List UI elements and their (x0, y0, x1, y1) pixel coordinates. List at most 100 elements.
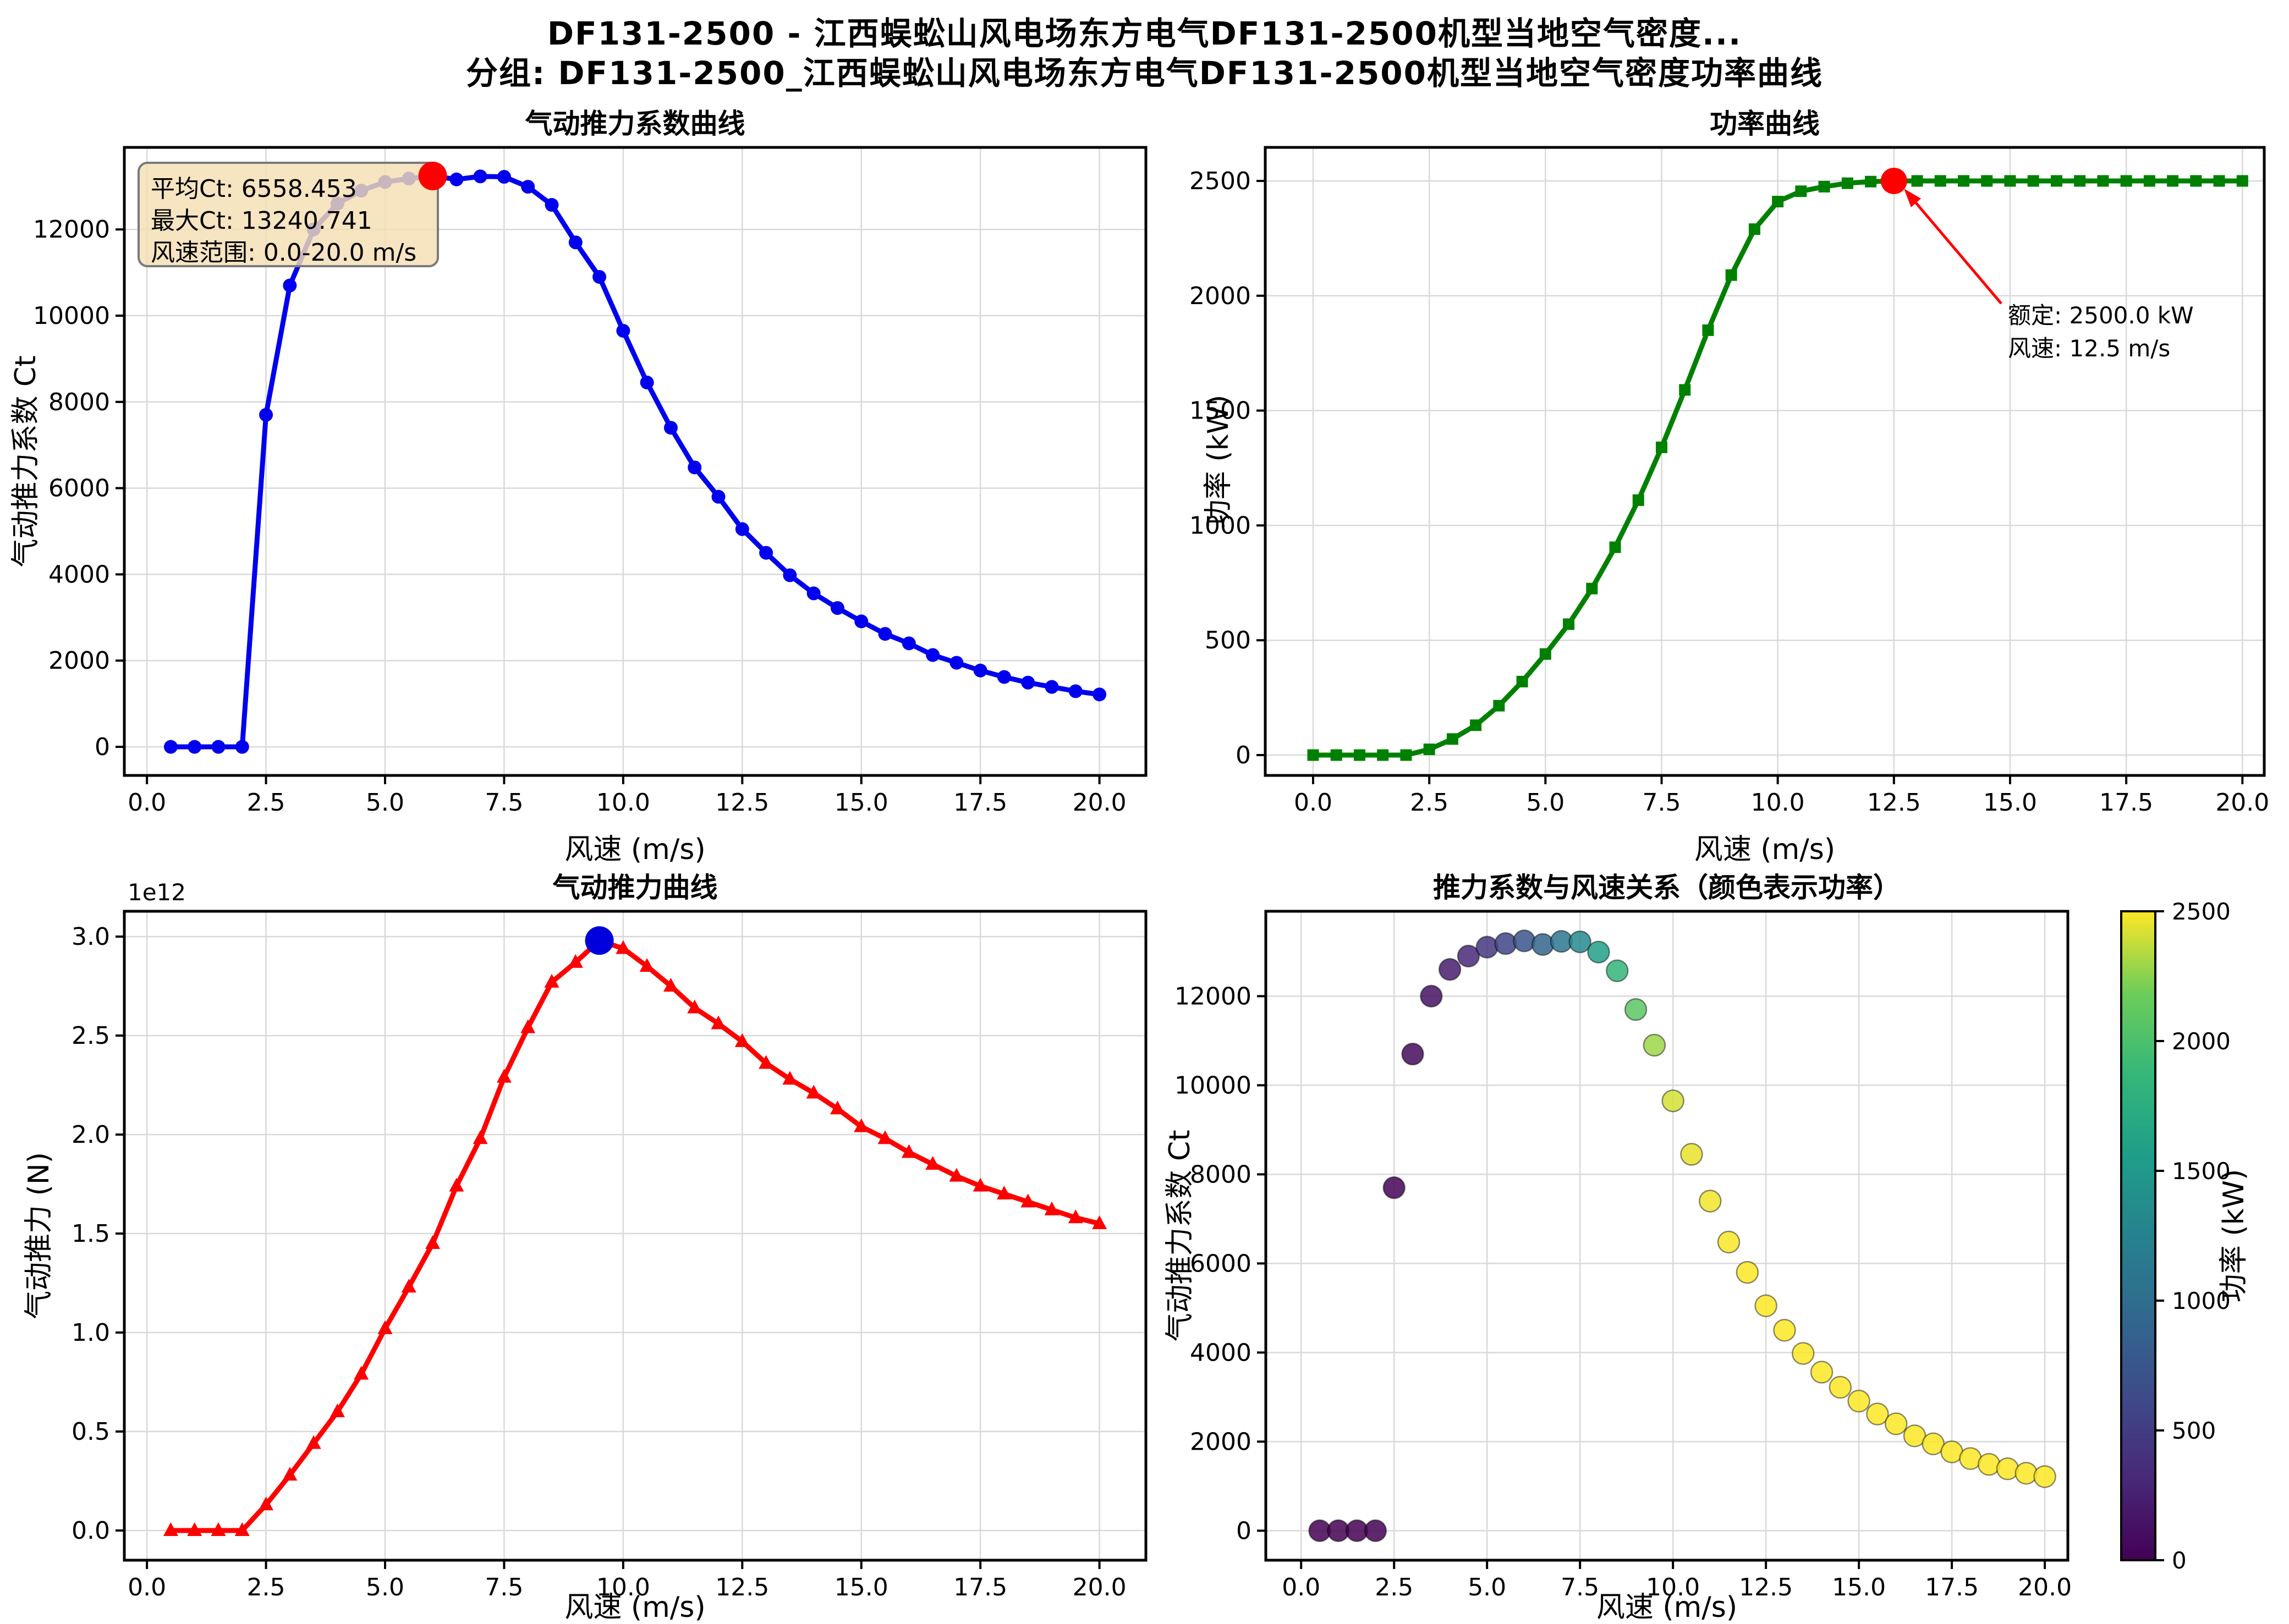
ticks-group: 0.0 2.5 5.0 7.5 10.0 12.5 15.0 17.5 20.0 0 2000 400… (33, 216, 1127, 817)
data-point-marker (616, 940, 631, 954)
data-point-marker (1586, 582, 1598, 594)
x-tick-label: 20.0 (2018, 1573, 2072, 1601)
data-point-marker (259, 408, 273, 422)
data-point-marker (187, 1522, 202, 1537)
stats-box (138, 162, 439, 267)
data-point-marker (663, 421, 678, 435)
peak-thrust-point (585, 926, 614, 955)
data-point-marker (377, 1320, 393, 1334)
colorbar-bar (2120, 910, 2156, 1561)
data-point-marker (1818, 180, 1830, 192)
data-point-marker (1045, 680, 1059, 694)
data-point-marker (830, 1100, 845, 1115)
y-tick-label: 12000 (1174, 982, 1251, 1010)
data-point-marker (2050, 175, 2062, 187)
y-tick-label: 10000 (1174, 1071, 1251, 1099)
data-point-marker (783, 568, 797, 582)
data-point-marker (901, 1144, 916, 1158)
data-point-marker (1865, 175, 1877, 188)
x-tick-label: 10.0 (596, 1573, 650, 1601)
annotation-arrowhead (1904, 189, 1921, 207)
data-point-marker (806, 1084, 821, 1099)
colorbar-label: 功率 (kW) (2217, 1169, 2250, 1303)
axis-offset-text: 1e12 (128, 879, 186, 906)
data-point-marker (592, 269, 607, 284)
grid-group (1265, 147, 2264, 775)
data-point-marker (1400, 749, 1412, 761)
data-point-marker (973, 1177, 988, 1192)
data-point-marker (997, 670, 1011, 684)
x-tick-label: 5.0 (1468, 1573, 1506, 1601)
scatter-point (1513, 929, 1536, 953)
data-point-marker (497, 170, 511, 184)
scatter-point (1866, 1402, 1889, 1425)
x-tick-label: 17.5 (953, 789, 1007, 817)
y-tick-label: 12000 (33, 216, 110, 244)
subplot-scatter: 0.0 2.5 5.0 7.5 10.0 12.5 15.0 17.5 20.0 0 2000 400… (1163, 872, 2250, 1624)
data-point-marker (949, 1168, 964, 1182)
data-point-marker (1609, 541, 1621, 553)
data-point-marker (234, 1522, 250, 1537)
grid-group (1266, 911, 2068, 1560)
x-tick-label: 0.0 (128, 1573, 166, 1601)
y-tick-label: 500 (1205, 626, 1251, 654)
data-point-marker (1679, 384, 1691, 396)
y-tick-label: 4000 (1190, 1339, 1251, 1367)
data-point-marker (496, 1069, 512, 1083)
data-point-marker (2004, 175, 2016, 187)
data-point-marker (663, 978, 678, 992)
scatter-point (1568, 930, 1591, 954)
scatter-point (1401, 1042, 1424, 1066)
scatter-point (1810, 1361, 1834, 1384)
data-point-marker (1068, 1209, 1083, 1224)
y-tick-label: 0.0 (72, 1517, 110, 1545)
x-tick-label: 10.0 (596, 789, 650, 817)
y-axis-label: 气动推力系数 Ct (9, 355, 42, 567)
colorbar-tick-label: 0 (2172, 1547, 2187, 1574)
scatter-point (1531, 933, 1555, 956)
data-point-marker (1539, 648, 1551, 660)
data-point-marker (2120, 175, 2132, 187)
y-tick-label: 2500 (1189, 167, 1251, 195)
x-tick-label: 7.5 (1561, 1573, 1599, 1601)
figure-title-line2: 分组: DF131-2500_江西蜈蚣山风电场东方电气DF131-2500机型当… (465, 54, 1824, 92)
data-point-marker (1423, 744, 1435, 756)
x-tick-label: 15.0 (835, 789, 888, 817)
scatter-point (1773, 1319, 1796, 1342)
data-point-marker (354, 1366, 369, 1380)
x-tick-label: 15.0 (1983, 789, 2037, 817)
y-tick-label: 2.5 (72, 1022, 110, 1050)
x-tick-label: 17.5 (2099, 789, 2153, 817)
data-point-marker (568, 954, 583, 968)
data-point-marker (782, 1071, 798, 1085)
stats-box-line: 风速范围: 0.0-20.0 m/s (151, 239, 416, 267)
x-tick-label: 10.0 (1646, 1573, 1700, 1601)
data-point-marker (1307, 749, 1319, 761)
annotation-arrow (1915, 202, 2002, 305)
data-point-marker (878, 627, 892, 641)
scatter-point (1364, 1519, 1387, 1543)
data-point-marker (688, 460, 702, 475)
data-point-marker (211, 740, 226, 754)
data-point-marker (759, 1055, 774, 1069)
y-tick-label: 0.5 (72, 1418, 110, 1446)
data-point-marker (568, 235, 583, 250)
stats-box-line: 平均Ct: 6558.453 (151, 175, 357, 203)
max-ct-point (418, 161, 447, 190)
data-point-marker (473, 169, 487, 184)
ticks-group: 0.0 2.5 5.0 7.5 10.0 12.5 15.0 17.5 20.0 0.0 0.5 1.… (72, 923, 1127, 1601)
colorbar-group: 0 500 1000 1500 2000 2500 功率 (kW) (2120, 898, 2250, 1574)
x-tick-label: 7.5 (1642, 789, 1681, 817)
axes-spines (123, 910, 1148, 1562)
x-tick-label: 7.5 (485, 789, 523, 817)
data-point-marker (2213, 175, 2225, 187)
x-tick-label: 5.0 (1526, 789, 1565, 817)
rated-power-point (1880, 167, 1907, 194)
data-point-marker (1020, 1193, 1036, 1208)
data-point-marker (2167, 175, 2179, 187)
data-point-marker (2097, 175, 2109, 187)
subplot-title: 推力系数与风速关系（颜色表示功率） (1433, 872, 1901, 904)
y-tick-label: 0 (1236, 1517, 1251, 1545)
